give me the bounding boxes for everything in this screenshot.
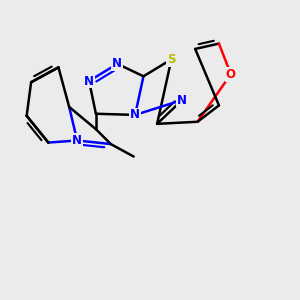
Text: N: N [84, 74, 94, 88]
Text: N: N [72, 134, 82, 147]
Text: N: N [130, 108, 140, 122]
Text: O: O [226, 68, 236, 81]
Text: S: S [167, 53, 176, 66]
Text: N: N [112, 57, 122, 70]
Text: N: N [177, 94, 187, 106]
